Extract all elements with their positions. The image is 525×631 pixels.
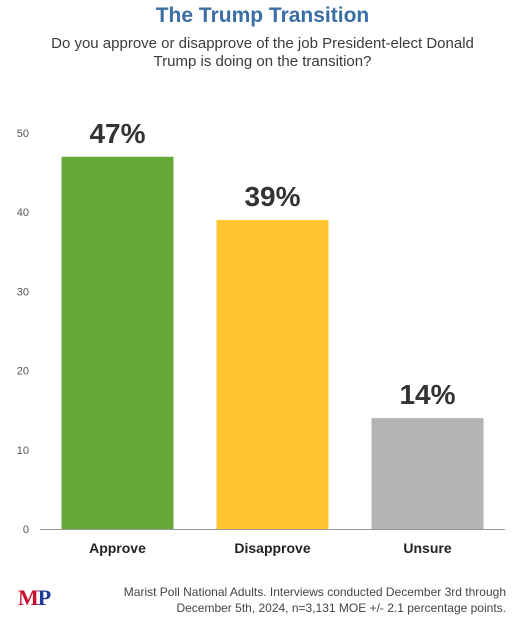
x-tick-label: Disapprove (234, 540, 310, 556)
data-label: 47% (89, 118, 145, 149)
bar-disapprove (216, 220, 329, 529)
bar-approve (61, 156, 174, 529)
bar-unsure (371, 418, 484, 529)
chart-title: The Trump Transition (155, 4, 370, 27)
x-tick-label: Approve (89, 540, 146, 556)
marist-poll-logo: MP (18, 585, 51, 610)
chart-subtitle: Do you approve or disapprove of the job … (51, 35, 474, 70)
footer-note-line-2: December 5th, 2024, n=3,131 MOE +/- 2.1 … (176, 601, 506, 615)
y-tick-label: 20 (17, 366, 29, 378)
x-tick-label: Unsure (403, 540, 451, 556)
data-label: 14% (399, 379, 455, 410)
y-tick-label: 0 (23, 524, 29, 536)
bar-chart: 0 10 20 30 40 50 47% Approve 39% Disapprove 14% Uns… (17, 118, 505, 556)
y-tick-label: 30 (17, 286, 29, 298)
footer-note: Marist Poll National Adults. Interviews … (70, 584, 506, 616)
footer-note-line-1: Marist Poll National Adults. Interviews … (123, 585, 506, 599)
y-tick-label: 50 (17, 128, 29, 140)
data-label: 39% (244, 181, 300, 212)
y-tick-label: 10 (17, 445, 29, 457)
y-tick-label: 40 (17, 207, 29, 219)
